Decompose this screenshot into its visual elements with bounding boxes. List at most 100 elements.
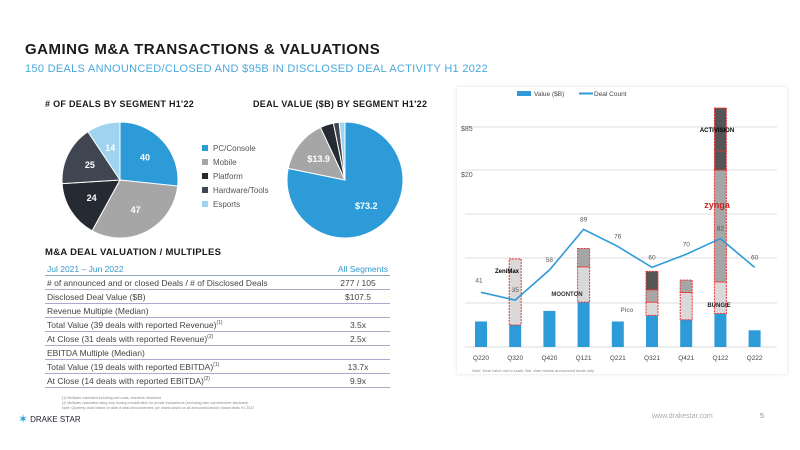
company-logo-bungie: BUNGIE — [707, 303, 730, 309]
announced-deal-segment — [713, 107, 727, 152]
pie-slice-esports — [87, 121, 121, 182]
announced-deal-segment — [679, 279, 693, 293]
x-tick-label: Q320 — [507, 355, 523, 362]
pie-label: 25 — [85, 160, 95, 170]
deal-count-line — [480, 228, 756, 302]
pie-slice-mobile — [287, 126, 346, 181]
value-bar — [748, 330, 761, 347]
company-logo-moonton: MOONTON — [551, 292, 582, 298]
legend-item: Platform — [202, 169, 269, 183]
row-label: At Close (31 deals with reported Revenue… — [47, 334, 214, 344]
deal-count-label: 89 — [580, 216, 588, 223]
x-tick-label: Q420 — [541, 355, 557, 362]
x-tick-label: Q122 — [712, 355, 728, 362]
row-label: # of announced and or closed Deals / # o… — [47, 278, 268, 288]
row-label: Disclosed Deal Value ($B) — [47, 292, 146, 302]
table-row: Total Value (39 deals with reported Reve… — [45, 318, 390, 332]
legend-item: Esports — [202, 197, 269, 211]
row-label: Total Value (39 deals with reported Reve… — [47, 320, 223, 330]
announced-deal-segment — [645, 289, 659, 303]
deal-count-label: 41 — [475, 277, 483, 284]
pie-label: 14 — [105, 143, 115, 153]
x-tick-label: Q321 — [644, 355, 660, 362]
row-label: At Close (14 deals with reported EBITDA)… — [47, 376, 210, 386]
pie-label: 24 — [87, 193, 97, 203]
table-row: Total Value (19 deals with reported EBIT… — [45, 360, 390, 374]
table-row: EBITDA Multiple (Median) — [45, 346, 390, 360]
value-bar — [646, 315, 658, 347]
value-bar — [509, 325, 522, 347]
page-title: GAMING M&A TRANSACTIONS & VALUATIONS — [25, 41, 381, 58]
deal-count-label: 60 — [751, 254, 759, 261]
legend-item: PC/Console — [202, 141, 269, 155]
deal-count-label: 58 — [546, 257, 554, 264]
y-tick-label: $20 — [461, 172, 473, 179]
pie-legend: PC/Console Mobile Platform Hardware/Tool… — [202, 141, 269, 211]
row-value: 9.9x — [349, 376, 367, 386]
value-bar — [680, 319, 693, 347]
pie-slice-pc-console — [286, 121, 404, 239]
announced-deal-segment — [508, 258, 522, 326]
star-icon: ✶ — [18, 412, 29, 426]
announced-deal-segment — [577, 247, 591, 268]
company-logo-activision: ACTIVISION — [700, 128, 734, 134]
table-header: Jul 2021 – Jun 2022 All Segments — [45, 264, 390, 276]
deal-count-label: 82 — [717, 226, 725, 233]
x-tick-label: Q121 — [576, 355, 592, 362]
row-label: Revenue Multiple (Median) — [47, 306, 149, 316]
deal-count-label: 70 — [683, 241, 691, 248]
valuation-table: Jul 2021 – Jun 2022 All Segments # of ann… — [45, 262, 390, 388]
legend-value-swatch — [517, 91, 531, 96]
row-value — [328, 306, 388, 316]
value-bar — [611, 321, 624, 347]
row-value: 2.5x — [349, 334, 367, 344]
pie-slice-hardware-tools — [61, 130, 121, 185]
row-value: 3.5x — [349, 320, 367, 330]
company-logo-zenimax: ZeniMax — [495, 269, 520, 275]
row-value: $107.5 — [345, 292, 371, 302]
pie-slice-esports — [338, 121, 346, 181]
website-url: www.drakestar.com — [652, 413, 713, 420]
table-row: Revenue Multiple (Median) — [45, 304, 390, 318]
table-heading: M&A DEAL VALUATION / MULTIPLES — [45, 247, 222, 258]
x-tick-label: Q222 — [747, 355, 763, 362]
deals-pie-chart: 40 47 24 25 14 — [61, 121, 179, 239]
x-tick-label: Q220 — [473, 355, 489, 362]
value-bar — [475, 321, 487, 347]
pie-label: 40 — [140, 152, 150, 162]
value-bar — [577, 302, 590, 347]
table-row: At Close (14 deals with reported EBITDA)… — [45, 374, 390, 388]
legend-value: Value ($B) — [534, 91, 564, 98]
announced-deal-segment — [645, 270, 659, 291]
value-bar — [543, 310, 556, 347]
deal-count-label: 76 — [614, 233, 622, 240]
value-pie-title: DEAL VALUE ($B) BY SEGMENT H1'22 — [253, 99, 428, 109]
pie-slice-platform — [61, 179, 121, 232]
chart-note: Note: Deal value not to scale; Bar chart… — [472, 368, 595, 373]
table-row: # of announced and or closed Deals / # o… — [45, 276, 390, 290]
legend-item: Hardware/Tools — [202, 183, 269, 197]
legend-count: Deal Count — [594, 91, 627, 98]
announced-deal-segment — [713, 149, 727, 171]
row-value — [328, 348, 388, 358]
x-tick-label: Q221 — [610, 355, 626, 362]
value-pie-chart: $73.2 $13.9 — [286, 121, 404, 239]
row-value: 277 / 105 — [340, 278, 376, 288]
page-number: 5 — [760, 413, 764, 420]
row-value: 13.7x — [347, 362, 369, 372]
deals-pie-title: # OF DEALS BY SEGMENT H1'22 — [45, 99, 195, 109]
quarterly-bar-line-chart: $85 $20 Value ($B) Deal Count Q220 Q320 Q420 Q1… — [461, 91, 777, 362]
row-label: Total Value (19 deals with reported EBIT… — [47, 362, 220, 372]
page-subtitle: 150 DEALS ANNOUNCED/CLOSED AND $95B IN D… — [25, 63, 489, 75]
footnotes: (1) Multiples calculated including earn-… — [62, 396, 255, 410]
legend-item: Mobile — [202, 155, 269, 169]
table-row: At Close (31 deals with reported Revenue… — [45, 332, 390, 346]
table-row: Disclosed Deal Value ($B) $107.5 — [45, 290, 390, 304]
deal-count-label: 60 — [648, 254, 656, 261]
pie-label: $13.9 — [307, 154, 330, 164]
pie-slice-pc-console — [119, 121, 179, 187]
row-label: EBITDA Multiple (Median) — [47, 348, 145, 358]
value-bar — [714, 313, 727, 347]
announced-deal-segment — [679, 291, 693, 321]
pie-label: 47 — [131, 205, 141, 215]
